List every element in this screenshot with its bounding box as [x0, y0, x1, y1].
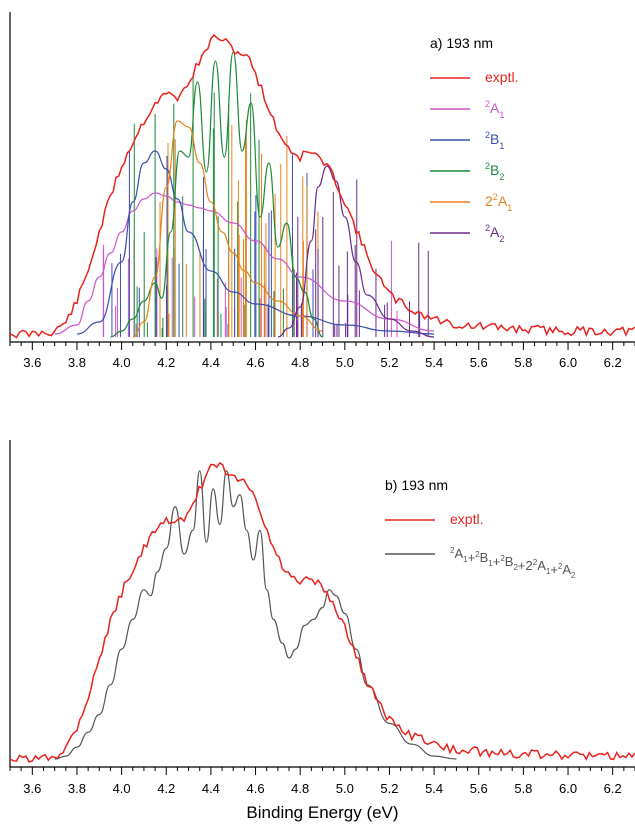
x-tick-label: 4.0: [113, 781, 131, 796]
series-line: [132, 120, 323, 338]
legend-label: exptl.: [485, 69, 518, 85]
legend-label: 2B2: [485, 161, 504, 182]
x-tick-label: 5.4: [425, 355, 443, 370]
series-line: [54, 470, 457, 760]
x-tick-label: 5.6: [470, 781, 488, 796]
legend-label: exptl.: [450, 511, 483, 527]
series-line: [54, 192, 435, 335]
x-tick-label: 5.8: [514, 781, 532, 796]
x-tick-label: 4.8: [291, 355, 309, 370]
x-tick-label: 5.2: [380, 781, 398, 796]
x-tick-label: 4.4: [202, 355, 220, 370]
x-tick-label: 4.4: [202, 781, 220, 796]
x-tick-label: 3.8: [68, 781, 86, 796]
legend-label: 2A1+2B1+2B2+22A1+2A2: [450, 546, 576, 580]
legend-label: 22A1: [485, 192, 512, 213]
x-tick-label: 5.8: [514, 355, 532, 370]
series-line: [9, 34, 635, 339]
x-tick-label: 6.2: [604, 355, 622, 370]
x-tick-label: 5.0: [336, 355, 354, 370]
x-tick-label: 4.2: [157, 355, 175, 370]
x-tick-label: 4.6: [246, 355, 264, 370]
panel-label: a) 193 nm: [430, 35, 493, 51]
legend-label: 2B1: [485, 130, 504, 151]
x-tick-label: 3.8: [68, 355, 86, 370]
x-tick-label: 4.2: [157, 781, 175, 796]
panel-label: b) 193 nm: [385, 477, 448, 493]
x-tick-label: 4.6: [246, 781, 264, 796]
x-tick-label: 3.6: [23, 781, 41, 796]
x-tick-label: 5.2: [380, 355, 398, 370]
x-tick-label: 3.6: [23, 355, 41, 370]
series-line: [9, 461, 635, 763]
legend-label: 2A2: [485, 223, 504, 244]
x-axis-label: Binding Energy (eV): [246, 803, 398, 822]
panel-b: 3.6 3.8 4.0 4.2 4.4 4.6 4.8 5.0 5.2 5.4 5.6 5.8 6.0 6…: [9, 440, 635, 822]
x-tick-label: 4.0: [113, 355, 131, 370]
legend-label: 2A1: [485, 99, 504, 120]
x-tick-label: 6.0: [559, 781, 577, 796]
series-line: [76, 150, 435, 335]
x-tick-label: 5.0: [336, 781, 354, 796]
panel-a: 3.6 3.8 4.0 4.2 4.4 4.6 4.8 5.0 5.2 5.4 5.6 5.8 6.0 6…: [9, 12, 635, 370]
x-tick-label: 6.2: [604, 781, 622, 796]
x-tick-label: 5.6: [470, 355, 488, 370]
series-line: [277, 165, 435, 338]
series-line: [110, 51, 323, 338]
x-tick-label: 6.0: [559, 355, 577, 370]
x-tick-label: 5.4: [425, 781, 443, 796]
x-tick-label: 4.8: [291, 781, 309, 796]
